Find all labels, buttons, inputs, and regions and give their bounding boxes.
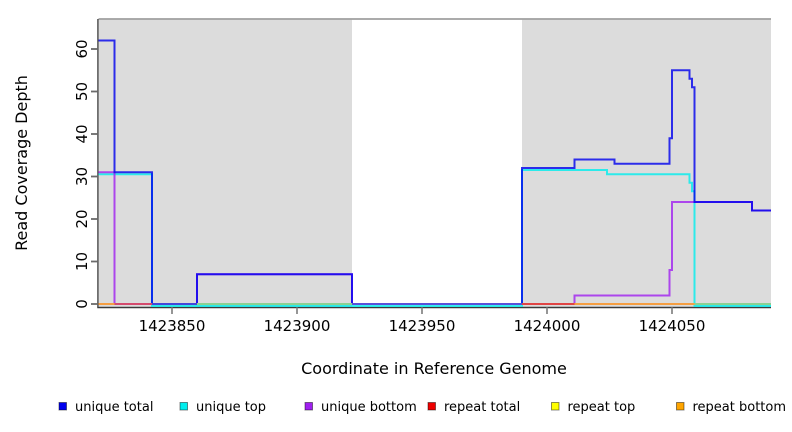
y-tick-label: 30 <box>73 167 91 186</box>
x-tick-label: 1423850 <box>139 317 206 335</box>
y-tick-label: 10 <box>73 252 91 271</box>
axes <box>91 18 771 314</box>
legend-label: repeat bottom <box>693 400 787 415</box>
legend-item-repeat-top: repeat top <box>551 400 636 415</box>
legend-label: unique top <box>196 400 266 415</box>
y-tick-label: 40 <box>73 124 91 143</box>
legend-swatch <box>551 402 560 411</box>
x-tick-label: 1423950 <box>389 317 456 335</box>
legend-item-unique-top: unique top <box>179 400 266 415</box>
legend-swatch <box>304 402 313 411</box>
y-tick-label: 20 <box>73 209 91 228</box>
legend: unique total unique top unique bottom repea… <box>58 400 787 415</box>
legend-label: unique bottom <box>321 400 417 415</box>
tick-labels: 1423850 1423900 1423950 1424000 1424050 0 10 20… <box>73 39 705 335</box>
legend-label: repeat top <box>568 400 636 415</box>
legend-item-repeat-bottom: repeat bottom <box>676 400 787 415</box>
legend-item-repeat-total: repeat total <box>427 400 520 415</box>
legend-label: unique total <box>75 400 153 415</box>
y-tick-label: 60 <box>73 39 91 58</box>
x-tick-label: 1424050 <box>639 317 706 335</box>
y-axis-label: Read Coverage Depth <box>12 75 31 251</box>
legend-swatch <box>179 402 188 411</box>
x-tick-label: 1423900 <box>264 317 331 335</box>
legend-swatch <box>427 402 436 411</box>
y-tick-label: 50 <box>73 82 91 101</box>
legend-swatch <box>676 402 685 411</box>
x-axis-label: Coordinate in Reference Genome <box>301 359 567 378</box>
y-tick-label: 0 <box>73 299 91 309</box>
legend-swatch <box>58 402 67 411</box>
legend-item-unique-bottom: unique bottom <box>304 400 417 415</box>
shaded-region <box>98 19 352 307</box>
legend-label: repeat total <box>444 400 520 415</box>
legend-item-unique-total: unique total <box>58 400 153 415</box>
x-tick-label: 1424000 <box>514 317 581 335</box>
